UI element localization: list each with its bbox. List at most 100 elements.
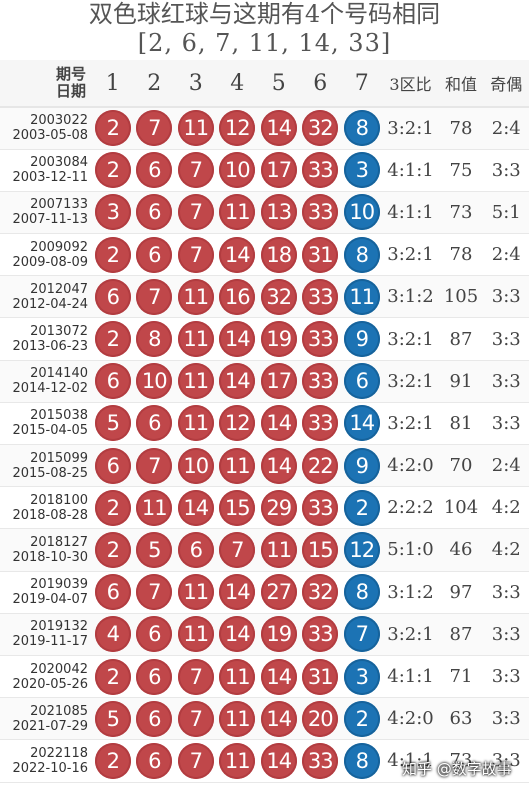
sum-value: 104: [438, 486, 484, 530]
red-ball: 29: [260, 489, 297, 526]
issue-number: 2020042: [30, 661, 88, 677]
issue-number: 2019132: [30, 619, 88, 635]
red-ball-cell: 7: [133, 571, 175, 614]
odd-even-ratio: 3:3: [483, 275, 529, 319]
red-ball: 7: [219, 531, 256, 568]
draw-date: 2013-06-23: [12, 339, 88, 355]
draw-date: 2018-08-28: [12, 507, 88, 523]
red-ball: 6: [94, 278, 131, 315]
red-ball-cell: 19: [258, 317, 300, 361]
red-ball-cell: 2: [92, 149, 134, 192]
red-ball: 10: [177, 447, 214, 484]
red-ball: 14: [260, 658, 297, 695]
sum-value: 87: [438, 613, 484, 656]
red-ball: 11: [177, 321, 214, 358]
odd-even-ratio: 3:3: [483, 149, 529, 192]
red-ball-cell: 33: [299, 739, 341, 783]
issue-date-cell: 2021085 2021-07-29: [0, 697, 92, 741]
red-ball-cell: 7: [175, 149, 217, 192]
issue-date-cell: 2003022 2003-05-08: [0, 107, 92, 150]
red-ball: 20: [302, 700, 339, 737]
sum-value: 70: [438, 444, 484, 488]
red-ball-cell: 2: [92, 528, 134, 572]
issue-number: 2018127: [30, 534, 88, 550]
issue-date-cell: 2019039 2019-04-07: [0, 571, 92, 614]
odd-even-ratio: 3:3: [483, 697, 529, 741]
red-ball: 14: [260, 110, 297, 147]
blue-ball-cell: 12: [341, 528, 383, 572]
draw-date: 2015-08-25: [12, 465, 88, 481]
red-ball-cell: 11: [175, 275, 217, 319]
draw-date: 2019-04-07: [12, 592, 88, 608]
draw-results-table: 期号 日期 1 2 3 4 5 6 7 3区比 和值 奇偶 2003022 200…: [0, 60, 529, 783]
red-ball-cell: 6: [133, 191, 175, 235]
blue-ball: 8: [343, 236, 380, 273]
red-ball: 7: [177, 742, 214, 779]
red-ball-cell: 17: [258, 149, 300, 192]
table-row: 2019039 2019-04-07 6 7 11 14 27 32 8 3:1:2 97 3:3: [0, 571, 529, 614]
red-ball: 12: [219, 110, 256, 147]
red-ball-cell: 15: [216, 486, 258, 530]
issue-date-cell: 2019132 2019-11-17: [0, 613, 92, 656]
red-ball-cell: 6: [133, 233, 175, 277]
red-ball: 14: [219, 236, 256, 273]
red-ball-cell: 11: [216, 444, 258, 488]
red-ball: 33: [302, 194, 339, 231]
blue-ball: 6: [343, 363, 380, 400]
red-ball: 6: [136, 700, 173, 737]
red-ball-cell: 11: [175, 402, 217, 446]
red-ball: 10: [219, 152, 256, 189]
red-ball-cell: 27: [258, 571, 300, 614]
table-row: 2020042 2020-05-26 2 6 7 11 14 31 3 4:1:1 71 3:3: [0, 655, 529, 699]
header-issue-label: 期号: [55, 65, 86, 83]
issue-number: 2019039: [30, 577, 88, 593]
issue-date-cell: 2009092 2009-08-09: [0, 233, 92, 277]
red-ball-cell: 6: [133, 613, 175, 656]
red-ball: 5: [136, 531, 173, 568]
red-ball: 19: [260, 616, 297, 653]
red-ball-cell: 6: [92, 360, 134, 403]
blue-ball-cell: 8: [341, 107, 383, 150]
issue-date-cell: 2007133 2007-11-13: [0, 191, 92, 235]
red-ball-cell: 16: [216, 275, 258, 319]
red-ball-cell: 7: [133, 444, 175, 488]
red-ball-cell: 2: [92, 655, 134, 699]
blue-ball: 14: [343, 405, 380, 442]
issue-number: 2022118: [30, 745, 88, 761]
zone-ratio: 4:2:0: [382, 444, 439, 488]
red-ball-cell: 33: [299, 402, 341, 446]
draw-date: 2003-12-11: [12, 170, 88, 186]
zone-ratio: 3:1:2: [382, 571, 439, 614]
red-ball: 11: [219, 658, 256, 695]
issue-date-cell: 2012047 2012-04-24: [0, 275, 92, 319]
blue-ball-cell: 8: [341, 739, 383, 783]
red-ball: 2: [94, 236, 131, 273]
red-ball-cell: 33: [299, 613, 341, 656]
header-odd-even: 奇偶: [483, 60, 529, 108]
red-ball: 33: [302, 363, 339, 400]
red-ball-cell: 10: [133, 360, 175, 403]
red-ball: 2: [94, 321, 131, 358]
red-ball: 11: [177, 278, 214, 315]
red-ball: 8: [136, 321, 173, 358]
issue-date-cell: 2015099 2015-08-25: [0, 444, 92, 488]
issue-date-cell: 2022118 2022-10-16: [0, 739, 92, 783]
red-ball: 14: [260, 405, 297, 442]
red-ball-cell: 14: [216, 360, 258, 403]
red-ball-cell: 7: [175, 697, 217, 741]
issue-number: 2007133: [30, 197, 88, 213]
table-row: 2003022 2003-05-08 2 7 11 12 14 32 8 3:2:1 78 2:4: [0, 107, 529, 150]
red-ball-cell: 7: [175, 233, 217, 277]
red-ball: 27: [260, 574, 297, 611]
red-ball-cell: 2: [92, 107, 134, 150]
red-ball-cell: 11: [216, 739, 258, 783]
issue-date-cell: 2003084 2003-12-11: [0, 149, 92, 192]
header-col-1: 1: [92, 60, 134, 108]
red-ball-cell: 14: [216, 613, 258, 656]
red-ball: 14: [219, 574, 256, 611]
red-ball-cell: 7: [175, 739, 217, 783]
blue-ball-cell: 9: [341, 317, 383, 361]
header-issue-date: 期号 日期: [0, 60, 92, 108]
zone-ratio: 3:2:1: [382, 233, 439, 277]
header-col-6: 6: [299, 60, 341, 108]
